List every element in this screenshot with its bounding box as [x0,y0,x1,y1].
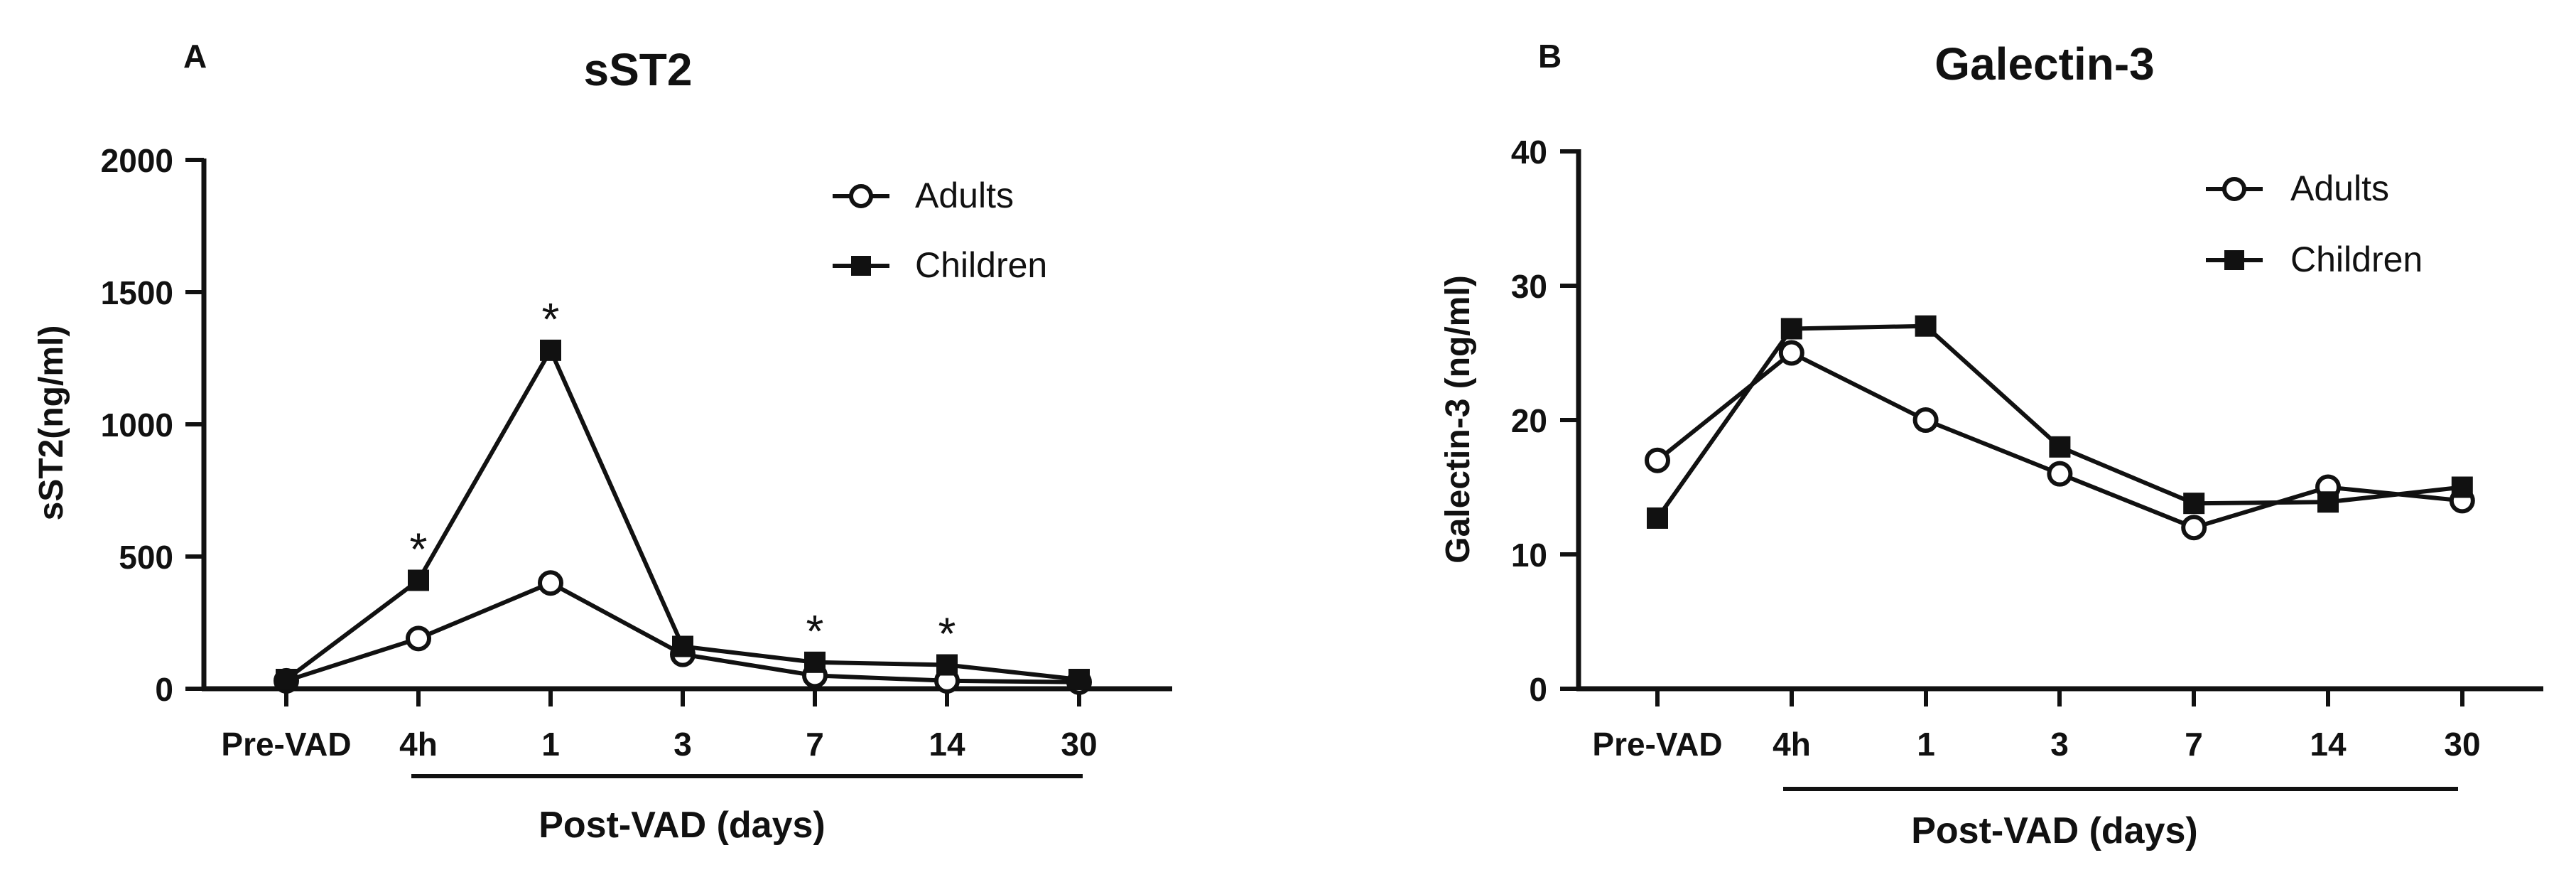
panel-b-children-point [2317,491,2339,513]
panel-a-x-tick-label: 30 [1061,726,1097,763]
panel-a-x-tick-label: Pre-VAD [221,726,351,763]
panel-b-adults-point [1778,340,1804,366]
panel-a-title: sST2 [584,44,693,95]
panel-a-y-axis-label: sST2(ng/ml) [33,326,70,521]
panel-a-adults-point [406,625,431,652]
panel-a-children-point [936,654,958,676]
panel-b-legend-adults-label: Adults [2290,168,2389,208]
panel-b-x-tick-label: 30 [2444,726,2480,763]
panel-a-children-point [1068,668,1090,690]
panel-a-series-children-line [285,348,1080,682]
panel-b-x-axis: Pre-VAD 4h 1 3 7 14 30 [1576,686,2543,763]
panel-a-x-tick-label: 4h [399,726,438,763]
panel-a-adults-point [538,570,563,596]
panel-a-significance-marker: * [410,523,428,574]
panel-a-plot-area: * * * * [274,294,1092,695]
panel-b-x-tick-label: 3 [2050,726,2069,763]
panel-a-y-tick-label: 1000 [101,407,173,444]
panel-b-children-point [1647,507,1668,529]
panel-b-legend: Adults Children [2206,168,2423,279]
panel-a-children-point [672,635,693,657]
panel-a-x-tick-label: 3 [673,726,692,763]
panel-b-children-point [1780,318,1802,340]
panel-a-significance-marker: * [806,606,824,657]
panel-b-adults-point [2181,515,2207,541]
panel-b-label: B [1538,38,1562,75]
panel-a-y-axis: 0 500 1000 1500 2000 [101,142,207,708]
panel-a-legend-adults-marker [849,184,873,208]
panel-b-plot-area [1645,315,2475,541]
panel-b-children-point [2049,436,2071,458]
panel-a-children-point [408,569,429,591]
panel-b-y-axis: 0 10 20 30 40 [1511,134,1581,708]
panel-b-children-point [1915,315,1937,337]
panel-a-x-tick-label: 7 [806,726,824,763]
panel-b-y-tick-label: 20 [1511,402,1547,439]
panel-a-x-tick-label: 14 [929,726,965,763]
panel-b-legend-children-label: Children [2290,240,2423,279]
panel-b-adults-point [2047,461,2073,487]
panel-a-label: A [183,38,207,75]
panel-b-y-tick-label: 40 [1511,134,1547,171]
panel-a-sst2-chart: A sST2 sST2(ng/ml) 0 500 1000 1500 2000 … [33,38,1172,846]
panel-a-legend-children-marker [851,256,871,276]
panel-b-legend-children-marker [2224,250,2244,270]
panel-b-x-tick-label: 7 [2185,726,2203,763]
panel-a-children-point [804,651,826,673]
panel-b-adults-point [1912,407,1939,433]
panel-a-children-point [276,668,297,690]
panel-b-legend-adults-marker [2222,177,2246,201]
panel-b-y-axis-label: Galectin-3 (ng/ml) [1439,275,1477,563]
panel-a-legend-adults-label: Adults [915,176,1014,215]
panel-b-children-point [2183,493,2205,515]
panel-b-x-tick-label: 14 [2310,726,2347,763]
panel-b-galectin3-chart: B Galectin-3 Galectin-3 (ng/ml) 0 10 20 … [1439,38,2543,851]
panel-b-adults-point [1645,447,1670,473]
panel-a-x-axis-label: Post-VAD (days) [539,805,826,846]
panel-a-legend: Adults Children [833,176,1047,285]
panel-b-x-axis-label: Post-VAD (days) [1911,810,2198,851]
panel-b-children-point [2451,476,2473,498]
panel-a-children-point [540,339,561,361]
panel-a-significance-marker: * [542,294,560,345]
panel-a-legend-children-label: Children [915,245,1047,285]
panel-a-y-tick-label: 1500 [101,274,173,311]
panel-a-x-tick-label: 1 [541,726,560,763]
panel-b-y-tick-label: 30 [1511,268,1547,305]
panel-b-x-tick-label: Pre-VAD [1592,726,1722,763]
panel-a-y-tick-label: 2000 [101,142,173,179]
panel-b-x-tick-label: 1 [1917,726,1935,763]
panel-b-x-tick-label: 4h [1773,726,1811,763]
panel-a-x-axis: Pre-VAD 4h 1 3 7 14 30 [202,686,1172,763]
panel-b-title: Galectin-3 [1934,38,2154,90]
panel-b-y-tick-label: 10 [1511,537,1547,574]
panel-a-significance-marker: * [938,608,956,660]
panel-b-y-tick-label: 0 [1529,671,1547,708]
panel-a-y-tick-label: 0 [155,671,173,708]
panel-a-y-tick-label: 500 [119,539,173,576]
